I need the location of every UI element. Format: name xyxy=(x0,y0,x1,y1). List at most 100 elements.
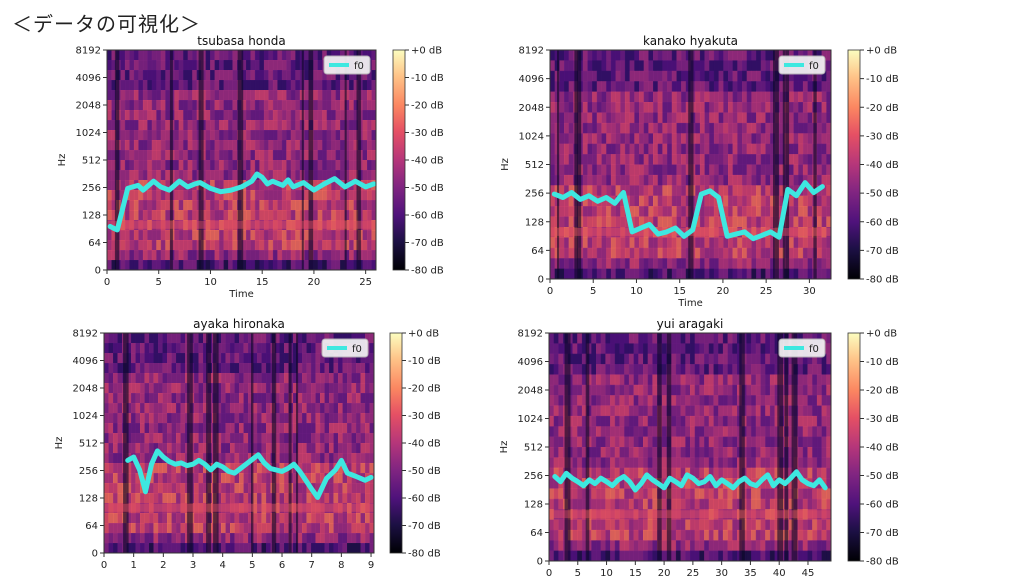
spectrogram-cell xyxy=(365,513,370,524)
spectrogram-cell xyxy=(153,443,159,454)
spectrogram-cell xyxy=(746,154,752,165)
spectrogram-cell xyxy=(279,533,285,544)
spectrogram-cell xyxy=(751,60,757,72)
spectrogram-cell xyxy=(798,447,804,458)
spectrogram-cell xyxy=(126,403,132,414)
spectrogram-cell xyxy=(550,164,556,176)
spectrogram-cell xyxy=(788,122,794,134)
spectrogram-cell xyxy=(214,150,220,161)
spectrogram-cell xyxy=(742,70,748,82)
spectrogram-cell xyxy=(723,81,729,92)
spectrogram-cell xyxy=(192,120,198,131)
spectrogram-cell xyxy=(338,473,343,484)
spectrogram-cell xyxy=(239,533,244,544)
spectrogram-cell xyxy=(709,81,715,92)
spectrogram-cell xyxy=(367,140,372,151)
spectrogram-cell xyxy=(564,268,570,280)
spectrogram-cell xyxy=(158,503,163,514)
spectrogram-cell xyxy=(723,133,729,145)
spectrogram-cell xyxy=(117,343,123,354)
spectrogram-cell xyxy=(798,102,804,113)
spectrogram-cell xyxy=(268,170,274,181)
spectrogram-cell xyxy=(558,405,564,417)
spectrogram-cell xyxy=(605,467,611,479)
spectrogram-cell xyxy=(718,60,724,72)
spectrogram-cell xyxy=(633,405,639,417)
spectrogram-cell xyxy=(779,112,785,124)
spectrogram-cell xyxy=(317,100,323,111)
spectrogram-cell xyxy=(821,216,827,228)
spectrogram-cell xyxy=(788,457,794,469)
spectrogram-cell xyxy=(816,384,822,396)
spectrogram-cell xyxy=(261,373,267,384)
spectrogram-cell xyxy=(156,230,162,241)
spectrogram-cell xyxy=(263,50,269,61)
spectrogram-cell xyxy=(174,70,180,81)
spectrogram-cell xyxy=(694,405,700,417)
spectrogram-cell xyxy=(221,393,226,404)
spectrogram-cell xyxy=(559,112,565,124)
spectrogram-cell xyxy=(671,405,677,417)
spectrogram-cell xyxy=(788,164,794,176)
spectrogram-cell xyxy=(746,426,752,438)
spectrogram-cell xyxy=(239,383,244,394)
spectrogram-cell xyxy=(241,200,247,211)
spectrogram-cell xyxy=(549,457,555,469)
spectrogram-cell xyxy=(638,447,644,458)
spectrogram-cell xyxy=(342,543,348,554)
spectrogram-cell xyxy=(113,523,118,534)
spectrogram-cell xyxy=(335,200,341,211)
spectrogram-cell xyxy=(755,333,761,344)
spectrogram-cell xyxy=(648,154,654,165)
spectrogram-cell xyxy=(369,543,375,554)
spectrogram-cell xyxy=(281,140,287,151)
spectrogram-cell xyxy=(643,206,649,217)
spectrogram-cell xyxy=(124,230,130,241)
spectrogram-cell xyxy=(582,237,588,249)
spectrogram-cell xyxy=(685,384,691,396)
spectrogram-cell xyxy=(124,150,130,161)
spectrogram-cell xyxy=(311,353,316,364)
spectrogram-cell xyxy=(362,140,368,151)
spectrogram-cell xyxy=(746,343,752,355)
spectrogram-cell xyxy=(250,130,256,141)
spectrogram-cell xyxy=(129,90,135,101)
spectrogram-cell xyxy=(221,523,226,534)
spectrogram-cell xyxy=(131,443,136,454)
spectrogram-cell xyxy=(755,436,761,448)
spectrogram-cell xyxy=(205,110,211,121)
spectrogram-cell xyxy=(214,220,220,231)
spectrogram-cell xyxy=(760,343,766,355)
spectrogram-cell xyxy=(624,395,630,406)
spectrogram-cell xyxy=(272,140,278,151)
spectrogram-cell xyxy=(365,483,370,494)
spectrogram-cell xyxy=(320,523,325,534)
spectrogram-cell xyxy=(713,102,719,113)
spectrogram-cell xyxy=(234,523,240,534)
spectrogram-cell xyxy=(718,447,724,458)
spectrogram-cell xyxy=(619,415,625,427)
spectrogram-cell xyxy=(367,80,372,91)
spectrogram-cell xyxy=(221,433,226,444)
spectrogram-cell xyxy=(718,185,724,197)
spectrogram-cell xyxy=(788,364,794,375)
spectrogram-cell xyxy=(610,343,616,355)
spectrogram-cell xyxy=(223,60,229,71)
spectrogram-cell xyxy=(723,268,729,280)
spectrogram-cell xyxy=(261,383,267,394)
spectrogram-cell xyxy=(742,91,748,103)
spectrogram-cell xyxy=(559,206,565,217)
spectrogram-cell xyxy=(272,260,278,271)
spectrogram-cell xyxy=(135,433,141,444)
spectrogram-cell xyxy=(722,364,728,375)
spectrogram-cell xyxy=(306,363,312,374)
spectrogram-cell xyxy=(638,333,644,344)
spectrogram-cell xyxy=(798,70,804,82)
spectrogram-cell xyxy=(647,436,653,448)
spectrogram-cell xyxy=(732,426,738,438)
spectrogram-cell xyxy=(133,90,139,101)
spectrogram-cell xyxy=(144,513,150,524)
spectrogram-cell xyxy=(333,453,339,464)
spectrogram-cell xyxy=(737,185,743,197)
spectrogram-cell xyxy=(113,473,118,484)
